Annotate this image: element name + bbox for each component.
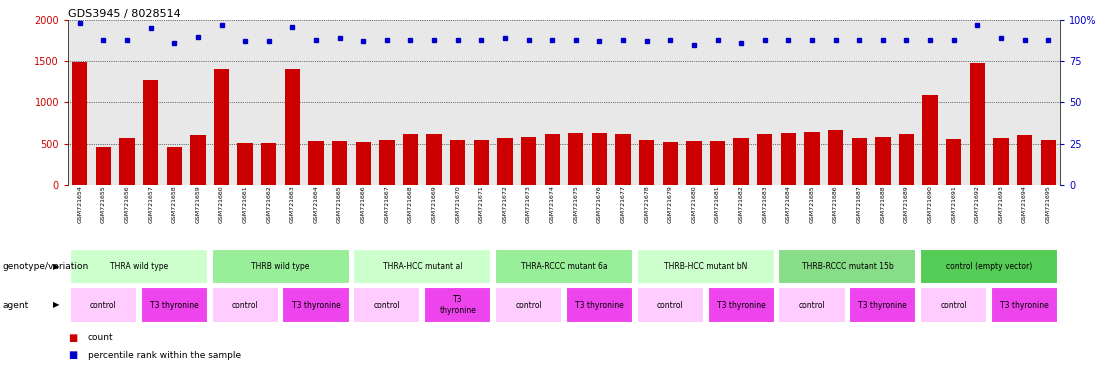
- Bar: [804, 132, 820, 185]
- Bar: [781, 133, 796, 185]
- Bar: [521, 137, 536, 185]
- Text: control (empty vector): control (empty vector): [946, 262, 1032, 271]
- Bar: [990, 286, 1058, 323]
- Text: T3 thyronine: T3 thyronine: [858, 301, 908, 310]
- Text: T3 thyronine: T3 thyronine: [575, 301, 624, 310]
- Text: THRB wild type: THRB wild type: [251, 262, 310, 271]
- Text: ■: ■: [68, 333, 77, 343]
- Bar: [190, 135, 205, 185]
- Bar: [636, 250, 774, 283]
- Bar: [214, 69, 229, 185]
- Text: ▶: ▶: [53, 262, 60, 271]
- Bar: [733, 138, 749, 185]
- Text: percentile rank within the sample: percentile rank within the sample: [88, 351, 240, 359]
- Bar: [69, 286, 137, 323]
- Bar: [849, 286, 917, 323]
- Text: T3
thyronine: T3 thyronine: [439, 295, 476, 315]
- Bar: [69, 250, 207, 283]
- Text: control: control: [232, 301, 258, 310]
- Bar: [639, 140, 654, 185]
- Bar: [72, 62, 87, 185]
- Bar: [355, 142, 371, 185]
- Bar: [285, 69, 300, 185]
- Bar: [686, 141, 702, 185]
- Bar: [757, 134, 772, 185]
- Bar: [1040, 141, 1056, 185]
- Text: THRA wild type: THRA wild type: [109, 262, 168, 271]
- Bar: [636, 286, 704, 323]
- Text: control: control: [90, 301, 117, 310]
- Bar: [708, 286, 774, 323]
- Bar: [261, 143, 277, 185]
- Bar: [663, 142, 678, 185]
- Bar: [568, 133, 583, 185]
- Text: T3 thyronine: T3 thyronine: [1000, 301, 1049, 310]
- Bar: [615, 134, 631, 185]
- Bar: [353, 250, 491, 283]
- Text: THRB-HCC mutant bN: THRB-HCC mutant bN: [664, 262, 748, 271]
- Text: GDS3945 / 8028514: GDS3945 / 8028514: [68, 9, 181, 19]
- Text: T3 thyronine: T3 thyronine: [717, 301, 765, 310]
- Bar: [403, 134, 418, 185]
- Bar: [495, 250, 633, 283]
- Text: control: control: [374, 301, 400, 310]
- Bar: [1017, 135, 1032, 185]
- Bar: [237, 143, 253, 185]
- Text: count: count: [88, 333, 114, 343]
- Bar: [946, 139, 962, 185]
- Text: genotype/variation: genotype/variation: [2, 262, 88, 271]
- Bar: [495, 286, 563, 323]
- Bar: [167, 147, 182, 185]
- Bar: [779, 250, 917, 283]
- Bar: [545, 134, 560, 185]
- Bar: [119, 138, 135, 185]
- Bar: [922, 95, 938, 185]
- Bar: [828, 130, 844, 185]
- Bar: [566, 286, 633, 323]
- Bar: [143, 80, 159, 185]
- Bar: [212, 250, 350, 283]
- Text: T3 thyronine: T3 thyronine: [291, 301, 341, 310]
- Bar: [282, 286, 350, 323]
- Text: control: control: [941, 301, 967, 310]
- Text: control: control: [515, 301, 542, 310]
- Bar: [353, 286, 420, 323]
- Bar: [852, 138, 867, 185]
- Bar: [920, 250, 1058, 283]
- Bar: [497, 138, 513, 185]
- Text: control: control: [799, 301, 825, 310]
- Bar: [899, 134, 914, 185]
- Bar: [779, 286, 846, 323]
- Bar: [212, 286, 279, 323]
- Bar: [920, 286, 987, 323]
- Bar: [425, 286, 491, 323]
- Bar: [875, 137, 890, 185]
- Bar: [309, 141, 323, 185]
- Text: T3 thyronine: T3 thyronine: [150, 301, 199, 310]
- Bar: [970, 63, 985, 185]
- Bar: [332, 141, 347, 185]
- Text: THRA-HCC mutant al: THRA-HCC mutant al: [383, 262, 462, 271]
- Text: THRA-RCCC mutant 6a: THRA-RCCC mutant 6a: [521, 262, 608, 271]
- Bar: [141, 286, 207, 323]
- Text: agent: agent: [2, 301, 29, 310]
- Bar: [427, 134, 442, 185]
- Text: ▶: ▶: [53, 301, 60, 310]
- Text: ■: ■: [68, 350, 77, 360]
- Bar: [591, 133, 607, 185]
- Text: control: control: [657, 301, 684, 310]
- Bar: [96, 147, 111, 185]
- Bar: [450, 141, 465, 185]
- Bar: [473, 140, 489, 185]
- Text: THRB-RCCC mutant 15b: THRB-RCCC mutant 15b: [802, 262, 893, 271]
- Bar: [710, 141, 725, 185]
- Bar: [379, 140, 395, 185]
- Bar: [994, 138, 1008, 185]
